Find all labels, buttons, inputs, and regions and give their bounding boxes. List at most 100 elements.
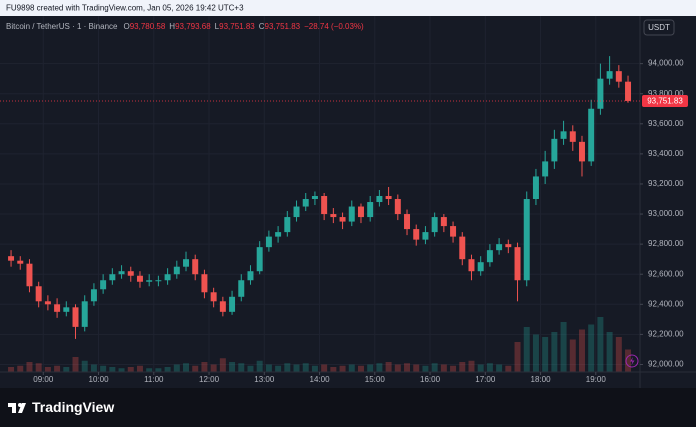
volume-bar	[100, 365, 107, 372]
volume-bar	[17, 365, 24, 372]
volume-bar	[413, 364, 420, 372]
volume-bar	[367, 364, 374, 372]
y-tick-label: 92,000.00	[648, 360, 684, 369]
currency-button[interactable]	[643, 19, 675, 36]
candle-body	[90, 289, 97, 302]
volume-bar	[275, 365, 282, 372]
candle-body	[265, 236, 272, 248]
volume-bar	[35, 363, 42, 372]
volume-bar	[164, 367, 171, 372]
legend-key: L	[215, 22, 220, 31]
y-tick-label: 92,600.00	[648, 269, 684, 278]
x-tick-label: 14:00	[310, 375, 331, 384]
candle-body	[514, 247, 521, 281]
candle-body	[321, 196, 328, 215]
volume-bar	[284, 363, 291, 372]
axes: 92,000.00 92,200.00 92,400.00 92,600.00 92,8…	[0, 59, 688, 384]
volume	[8, 317, 632, 372]
y-tick-label: 92,200.00	[648, 330, 684, 339]
volume-bar	[486, 363, 493, 372]
header-text: FU9898 created with TradingView.com, Jan…	[6, 4, 244, 13]
x-tick-label: 16:00	[420, 375, 441, 384]
candle-body	[136, 275, 143, 282]
y-tick-label: 93,600.00	[648, 119, 684, 128]
candle-body	[100, 280, 107, 290]
y-tick-label: 93,400.00	[648, 149, 684, 158]
candle-body	[330, 214, 337, 218]
y-tick-label: 93,000.00	[648, 209, 684, 218]
volume-bar	[330, 367, 337, 372]
candle-body	[385, 196, 392, 200]
candle-body	[44, 301, 51, 305]
x-tick-label: 10:00	[89, 375, 110, 384]
logo-dot	[18, 403, 22, 407]
logo: TradingView	[8, 399, 114, 415]
legend-value: 93,751.83	[219, 22, 255, 31]
legend-value: 93,751.83	[265, 22, 301, 31]
candle-body	[229, 296, 236, 312]
volume-bar	[339, 365, 346, 372]
volume-bar	[72, 357, 79, 372]
footer-bar	[0, 388, 696, 427]
candle-body	[311, 196, 318, 200]
volume-bar	[44, 367, 51, 372]
volume-bar	[54, 365, 61, 372]
alert-icon[interactable]	[625, 354, 639, 368]
candle-body	[394, 199, 401, 215]
last-price-label: 93,751.83	[647, 97, 683, 106]
currency-label: USDT	[648, 23, 670, 32]
volume-bar	[357, 365, 364, 372]
candle-body	[523, 199, 530, 281]
y-tick-label: 94,000.00	[648, 59, 684, 68]
x-tick-label: 17:00	[475, 375, 496, 384]
grid	[0, 16, 640, 372]
legend-key: C	[259, 22, 265, 31]
candle-body	[72, 307, 79, 327]
x-tick-label: 09:00	[33, 375, 54, 384]
volume-bar	[496, 364, 503, 372]
candle-body	[54, 304, 61, 312]
volume-bar	[219, 358, 226, 372]
volume-bar	[532, 334, 539, 372]
candle-body	[284, 217, 291, 233]
candles	[8, 56, 632, 339]
candle-body	[192, 259, 199, 275]
volume-bar	[404, 363, 411, 372]
volume-bar	[440, 364, 447, 372]
candle-body	[404, 214, 411, 230]
volume-bar	[155, 368, 162, 372]
volume-bar	[477, 364, 484, 372]
x-tick-label: 19:00	[586, 375, 607, 384]
volume-bar	[394, 364, 401, 372]
x-tick-label: 11:00	[144, 375, 164, 384]
candle-body	[459, 236, 466, 260]
volume-bar	[523, 327, 530, 372]
volume-bar	[8, 367, 15, 372]
candle-body	[275, 232, 282, 237]
volume-bar	[569, 339, 576, 372]
candle-body	[247, 271, 254, 281]
candle-body	[477, 262, 484, 272]
candle-body	[63, 307, 70, 312]
volume-bar	[514, 342, 521, 372]
x-tick-label: 13:00	[254, 375, 275, 384]
y-tick-label: 93,800.00	[648, 89, 684, 98]
volume-bar	[625, 349, 632, 372]
candle-body	[146, 280, 153, 282]
candle-body	[201, 274, 208, 293]
x-tick-label: 12:00	[199, 375, 220, 384]
candle-body	[625, 81, 632, 101]
candle-body	[440, 217, 447, 227]
candle-body	[26, 263, 33, 287]
candle-body	[588, 108, 595, 162]
volume-bar	[459, 362, 466, 372]
volume-bar	[173, 364, 180, 372]
volume-bar	[293, 364, 300, 372]
volume-bar	[192, 365, 199, 372]
volume-bar	[183, 363, 190, 372]
candle-body	[542, 161, 549, 177]
candle-body	[431, 217, 438, 233]
candle-body	[118, 271, 125, 275]
